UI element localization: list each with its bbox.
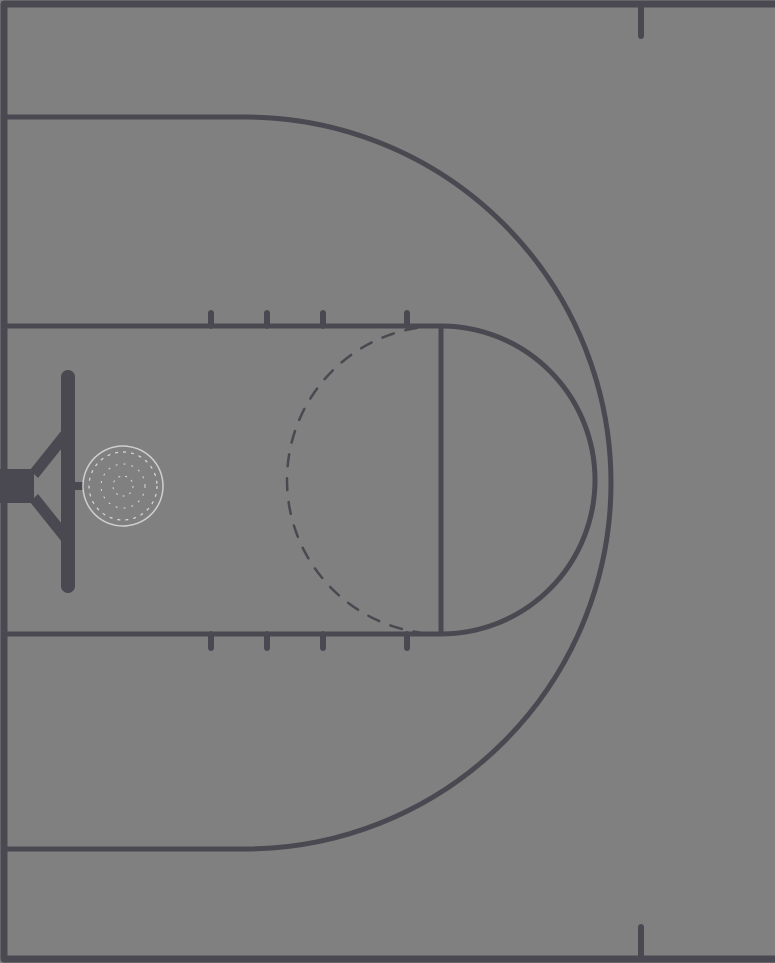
rim: [82, 445, 164, 527]
free-throw-circle-top: [438, 323, 598, 637]
backboard-support: [0, 430, 62, 542]
lane-hash-marks-bottom: [208, 631, 410, 651]
free-throw-circle-bottom-dashed: [285, 324, 443, 636]
net-inner: [100, 463, 146, 509]
rim-connector: [70, 482, 84, 490]
free-throw-lane: [3, 323, 444, 637]
support-lower-strut: [30, 494, 62, 542]
three-point-line: [3, 114, 614, 852]
lane-hash-marks-top: [208, 310, 410, 329]
support-base: [0, 469, 34, 503]
net: [88, 451, 158, 521]
net-core: [112, 475, 134, 497]
hoop: [82, 445, 164, 527]
support-upper-strut: [30, 430, 62, 478]
